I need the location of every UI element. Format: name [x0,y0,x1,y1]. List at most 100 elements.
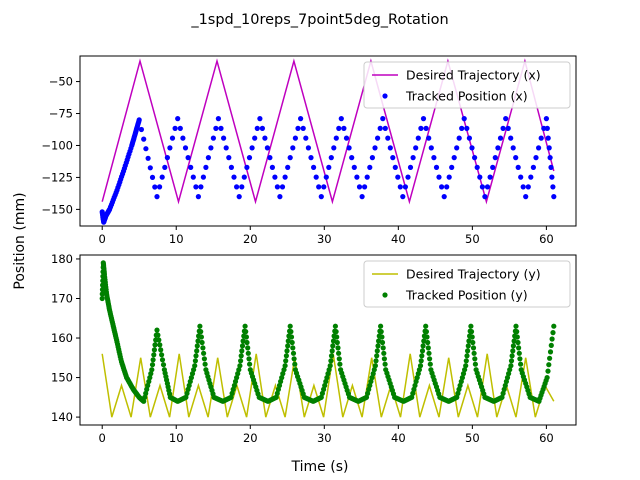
tracked-point-x [290,145,296,151]
tracked-point-x [285,164,291,170]
legend-label-y-0: Desired Trajectory (y) [406,267,541,282]
tracked-point-x [349,155,355,161]
tracked-point-y [516,350,522,356]
tracked-point-x [141,136,147,142]
tracked-point-y [424,334,430,340]
tracked-point-y [472,361,478,367]
tracked-point-y [319,390,325,396]
tracked-point-y [192,358,198,364]
tracked-point-x [466,135,472,141]
tracked-point-y [189,371,196,377]
tracked-point-x [551,194,557,200]
tracked-point-y [232,378,239,385]
series-x-0 [101,58,555,205]
tracked-point-x [375,135,381,141]
series-y-1 [99,260,557,404]
tracked-point-x [369,155,375,161]
tracked-point-x [182,145,189,151]
tracked-point-y [409,394,415,400]
tracked-point-x [321,184,327,190]
tracked-point-x [436,174,442,180]
tracked-point-y [276,382,283,389]
tracked-point-x [461,116,467,122]
tracked-point-y [427,361,433,367]
tracked-point-y [156,337,162,343]
tracked-point-y [149,362,156,368]
tracked-point-y [318,394,324,400]
tracked-point-x [346,145,352,151]
tracked-point-y [281,367,287,373]
tracked-point-x [249,145,255,151]
tracked-point-y [201,356,207,362]
tracked-point-y [325,371,331,377]
axes-frame-x [79,55,577,227]
desired-trajectory-line-x [101,58,555,205]
tracked-point-x [439,184,445,190]
desired-trajectory-line-y [101,353,555,418]
tracked-point-x [246,155,253,161]
tracked-point-x [287,155,293,161]
tracked-point-x [464,125,470,131]
tracked-point-y [160,362,167,368]
tracked-point-y [508,358,515,364]
tracked-point-x [367,164,373,170]
tracked-point-x [477,174,483,180]
series-y-0 [101,353,555,418]
tracked-point-x [241,174,247,180]
tracked-point-y [228,394,234,400]
tracked-point-y [510,348,516,354]
legend-y: Desired Trajectory (y) Tracked Position (… [363,260,571,308]
tracked-point-x [469,145,475,151]
tracked-point-y [194,348,200,354]
tracked-point-y [414,375,420,381]
tracked-point-x [523,194,529,200]
tracked-point-y [472,356,478,362]
tracked-point-y [463,363,469,369]
tracked-point-x [428,145,434,151]
tracked-point-y [186,382,192,389]
tracked-point-y [514,329,520,335]
tracked-point-x [510,145,516,151]
tracked-point-y [99,295,105,302]
tracked-point-y [326,367,332,373]
tracked-point-x [205,155,211,161]
tracked-point-x [392,164,398,170]
tracked-point-x [200,174,206,180]
tracked-point-x [185,155,191,161]
tracked-point-y [374,348,380,354]
tracked-point-y [420,343,426,349]
tracked-point-y [368,378,374,385]
tracked-point-y [237,363,243,369]
y-tick-label-x: −125 [41,170,73,184]
tracked-point-x [154,194,160,200]
tracked-point-y [159,357,166,363]
tracked-point-x [210,135,216,141]
tracked-point-y [146,378,152,385]
tracked-point-x [533,155,539,161]
tracked-point-y [379,339,386,346]
tracked-point-x [459,125,465,131]
tracked-point-y [329,348,335,354]
tracked-point-y [184,390,190,396]
tracked-point-x [298,116,304,122]
tracked-point-y [285,338,291,344]
tracked-point-x [254,125,260,131]
tracked-point-y [154,327,160,333]
tracked-point-x [223,145,229,151]
tracked-point-y [508,363,514,369]
tracked-point-y [275,386,281,392]
tracked-point-y [328,353,335,359]
tracked-point-x [316,184,322,190]
tracked-point-y [197,323,203,329]
tracked-point-y [544,375,550,381]
tracked-point-y [465,348,471,354]
tracked-point-y [201,350,207,356]
tracked-point-y [455,390,461,396]
tracked-point-x [492,155,498,161]
tracked-point-y [458,378,464,385]
tracked-point-x [147,165,153,171]
tracked-point-y [518,361,524,367]
tracked-point-x [518,174,524,180]
tracked-point-y [322,382,328,389]
tracked-point-y [374,353,380,359]
